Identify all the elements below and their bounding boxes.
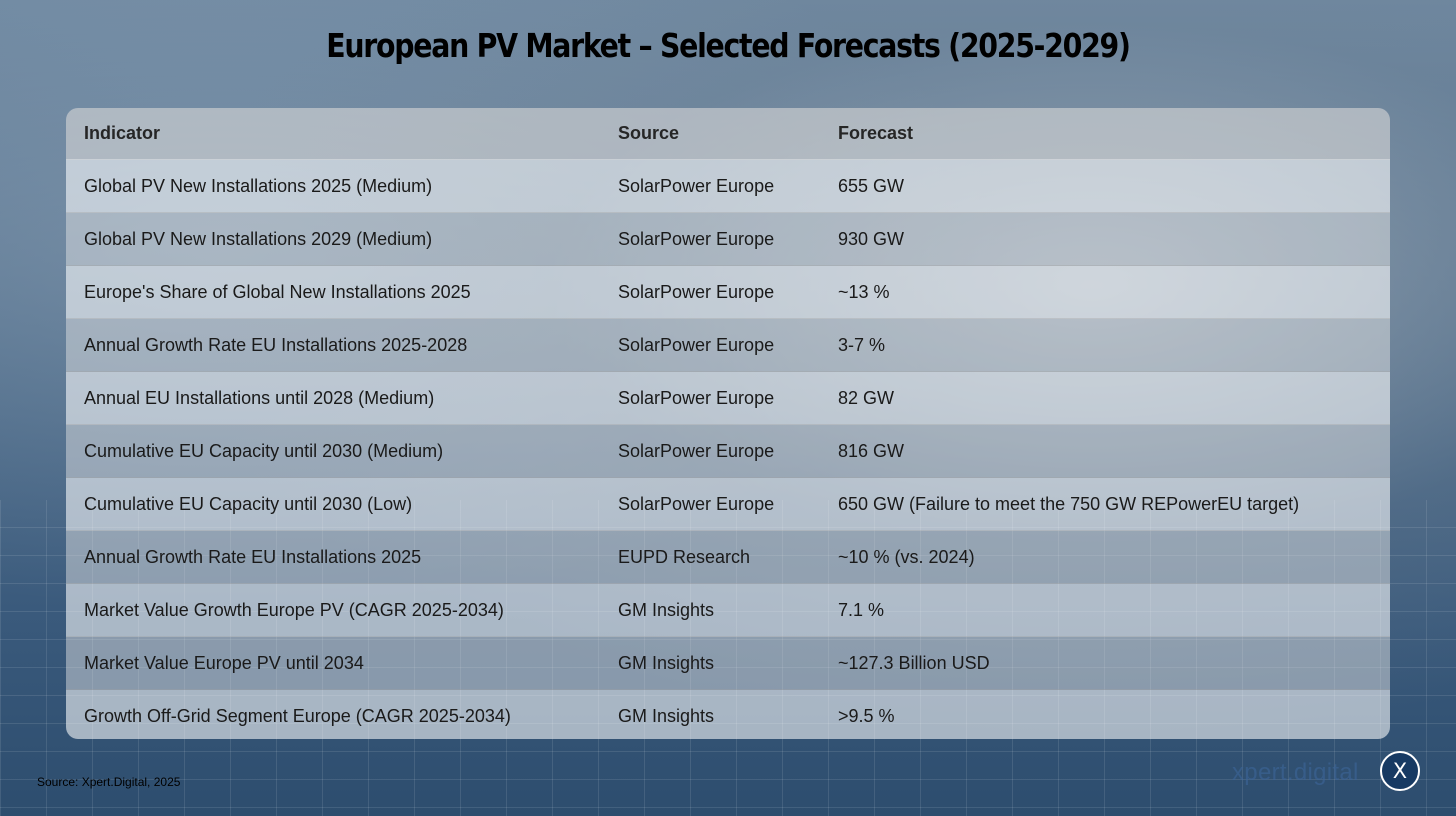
cell-source: SolarPower Europe (598, 265, 820, 319)
table-row: Global PV New Installations 2025 (Medium… (66, 159, 1390, 213)
header-source: Source (598, 108, 820, 160)
table-row: Annual Growth Rate EU Installations 2025… (66, 318, 1390, 372)
cell-source: GM Insights (598, 689, 820, 739)
cell-forecast: ~127.3 Billion USD (820, 636, 1390, 690)
cell-forecast: 816 GW (820, 424, 1390, 478)
cell-forecast: 655 GW (820, 159, 1390, 213)
header-indicator: Indicator (66, 108, 598, 160)
table-row: Global PV New Installations 2029 (Medium… (66, 212, 1390, 266)
cell-source: SolarPower Europe (598, 318, 820, 372)
cell-source: SolarPower Europe (598, 371, 820, 425)
table-row: Growth Off-Grid Segment Europe (CAGR 202… (66, 689, 1390, 739)
source-note: Source: Xpert.Digital, 2025 (37, 775, 181, 789)
cell-forecast: 930 GW (820, 212, 1390, 266)
table-row: Annual EU Installations until 2028 (Medi… (66, 371, 1390, 425)
cell-indicator: Annual Growth Rate EU Installations 2025… (66, 318, 598, 372)
cell-indicator: Annual EU Installations until 2028 (Medi… (66, 371, 598, 425)
cell-forecast: 3-7 % (820, 318, 1390, 372)
cell-indicator: Annual Growth Rate EU Installations 2025 (66, 530, 598, 584)
cell-source: GM Insights (598, 583, 820, 637)
cell-indicator: Europe's Share of Global New Installatio… (66, 265, 598, 319)
cell-source: GM Insights (598, 636, 820, 690)
cell-indicator: Market Value Growth Europe PV (CAGR 2025… (66, 583, 598, 637)
cell-source: SolarPower Europe (598, 212, 820, 266)
cell-source: SolarPower Europe (598, 159, 820, 213)
cell-indicator: Cumulative EU Capacity until 2030 (Low) (66, 477, 598, 531)
cell-forecast: >9.5 % (820, 689, 1390, 739)
cell-source: SolarPower Europe (598, 477, 820, 531)
table-row: Market Value Europe PV until 2034 GM Ins… (66, 636, 1390, 690)
cell-indicator: Growth Off-Grid Segment Europe (CAGR 202… (66, 689, 598, 739)
table-row: Cumulative EU Capacity until 2030 (Low) … (66, 477, 1390, 531)
table-row: Cumulative EU Capacity until 2030 (Mediu… (66, 424, 1390, 478)
page-title: European PV Market – Selected Forecasts … (326, 26, 1131, 65)
cell-indicator: Cumulative EU Capacity until 2030 (Mediu… (66, 424, 598, 478)
table-row: Market Value Growth Europe PV (CAGR 2025… (66, 583, 1390, 637)
cell-indicator: Global PV New Installations 2029 (Medium… (66, 212, 598, 266)
cell-source: EUPD Research (598, 530, 820, 584)
table-header-row: Indicator Source Forecast (66, 108, 1390, 160)
forecast-table-card: Indicator Source Forecast Global PV New … (66, 108, 1390, 739)
table-row: Annual Growth Rate EU Installations 2025… (66, 530, 1390, 584)
forecast-table: Indicator Source Forecast Global PV New … (66, 108, 1390, 739)
cell-indicator: Market Value Europe PV until 2034 (66, 636, 598, 690)
cell-forecast: ~13 % (820, 265, 1390, 319)
brand-text: xpert.digital (1232, 759, 1359, 786)
table-row: Europe's Share of Global New Installatio… (66, 265, 1390, 319)
cell-forecast: 82 GW (820, 371, 1390, 425)
header-forecast: Forecast (820, 108, 1390, 160)
brand-logo[interactable]: xpert.digital (1232, 752, 1359, 794)
cell-source: SolarPower Europe (598, 424, 820, 478)
cell-forecast: 7.1 % (820, 583, 1390, 637)
cell-indicator: Global PV New Installations 2025 (Medium… (66, 159, 598, 213)
cell-forecast: 650 GW (Failure to meet the 750 GW REPow… (820, 477, 1390, 531)
cell-forecast: ~10 % (vs. 2024) (820, 530, 1390, 584)
brand-x-icon[interactable]: X (1380, 751, 1420, 791)
